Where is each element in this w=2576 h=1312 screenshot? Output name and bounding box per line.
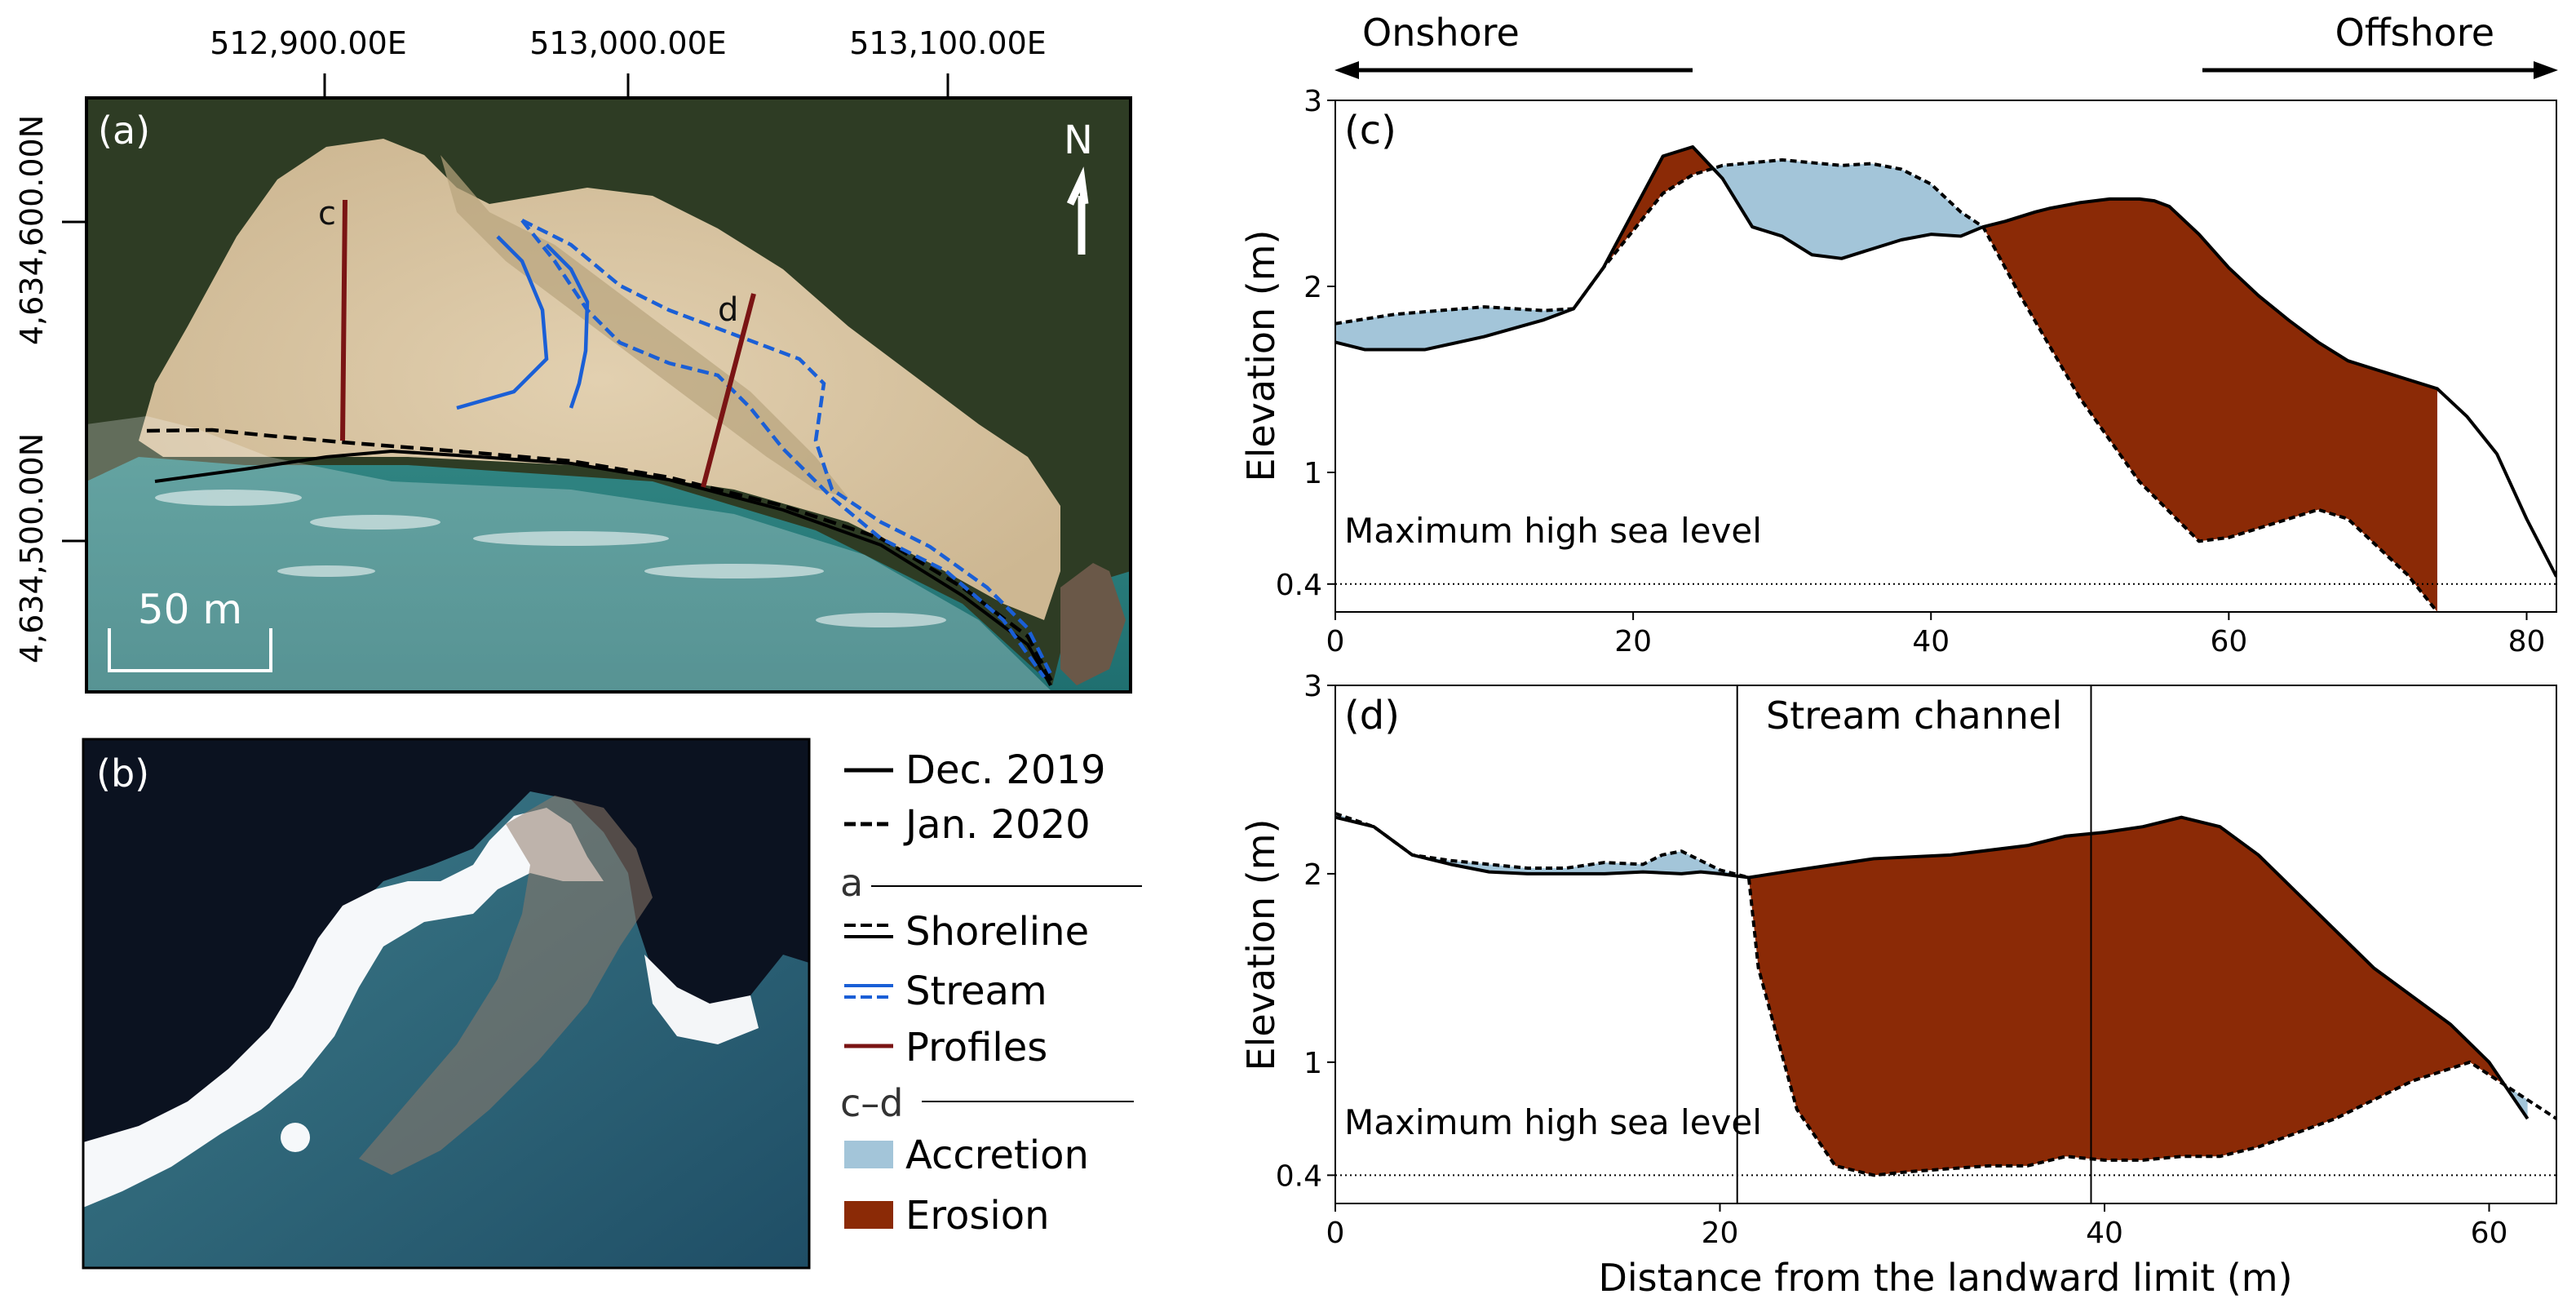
chart-d-lines	[1335, 812, 2556, 1177]
panel-label-d: (d)	[1344, 693, 1400, 738]
stream-channel-label: Stream channel	[1766, 694, 2062, 738]
legend-label-dec-2019: Dec. 2019	[905, 747, 1106, 793]
wave-foam	[155, 490, 946, 627]
offshore-arrow-icon	[2534, 61, 2558, 79]
scale-bar-label: 50 m	[138, 586, 242, 633]
y-tick-label: 1	[1303, 457, 1322, 490]
x-tick-label: 60	[2471, 1217, 2508, 1250]
aerial-image	[86, 98, 1131, 692]
chart-c-axes: 0 20 40 60 80 0.4 1 2 3	[1276, 85, 2546, 658]
x-tick-label: 20	[1702, 1217, 1739, 1250]
buildings	[1060, 563, 1126, 685]
beach-sand	[139, 139, 1060, 620]
y-tick-label: 3	[1303, 85, 1322, 118]
chart-c-fills	[1335, 147, 2437, 612]
panel-label-a: (a)	[98, 109, 150, 153]
stream-dec-2019-east	[545, 243, 590, 409]
legend-swatch-accretion	[844, 1141, 893, 1168]
reference-label-d: Maximum high sea level	[1344, 1102, 1762, 1142]
y-tick-label: 2	[1303, 858, 1322, 892]
legend-label-profiles: Profiles	[905, 1025, 1047, 1070]
y-axis-label-d: Elevation (m)	[1239, 819, 1283, 1071]
panel-label-c: (c)	[1344, 108, 1396, 153]
x-tick-label: 0	[1326, 625, 1345, 658]
y-tick-label: 2	[1303, 271, 1322, 304]
image-panel-b: (b)	[82, 738, 811, 1270]
reference-label-c: Maximum high sea level	[1344, 511, 1762, 551]
erosion-area	[1748, 817, 2505, 1176]
x-tick-label: 40	[1912, 625, 1950, 658]
sediment-plume	[359, 796, 653, 1175]
legend-label-stream: Stream	[905, 968, 1047, 1014]
onshore-label: Onshore	[1362, 11, 1520, 55]
y-tick-label: 0.4	[1276, 569, 1322, 602]
stream-bed	[440, 155, 848, 498]
x-axis-label: Distance from the landward limit (m)	[1598, 1256, 2292, 1300]
surf-foam	[83, 808, 604, 1208]
legend-swatch-erosion	[844, 1201, 893, 1229]
satellite-image	[83, 739, 809, 1268]
chart-d-annotation	[1736, 685, 2092, 1203]
north-label: N	[1064, 117, 1093, 163]
x-tick-label: 513,000.00E	[529, 25, 727, 61]
y-tick-label: 0.4	[1276, 1159, 1322, 1193]
profile-chart-c: 0 20 40 60 80 0.4 1 2 3 (c) Maximum high sea lev…	[1239, 85, 2557, 658]
chart-c-frame	[1334, 100, 2557, 613]
y-tick-label: 4,634,600.00N	[14, 115, 50, 345]
north-arrow-icon	[1066, 166, 1089, 255]
scale-bar	[108, 628, 272, 672]
foam-spot	[281, 1123, 310, 1152]
profile-chart-d: 0 20 40 60 0.4 1 2 3 (d) Stream channel Maximum…	[1239, 670, 2557, 1300]
y-tick-label: 1	[1303, 1047, 1322, 1080]
accretion-area	[1335, 307, 1574, 350]
x-tick-label: 80	[2508, 625, 2546, 658]
onshore-arrow-icon	[1334, 61, 1359, 79]
profile-line-jan-2020	[1335, 812, 2556, 1177]
profile-line-c	[340, 199, 347, 441]
stream-jan-2020-outer	[520, 218, 1055, 679]
accretion-area	[1713, 159, 1984, 259]
x-tick-label: 60	[2210, 625, 2247, 658]
panel-label-b: (b)	[96, 751, 149, 796]
profile-label-d: d	[718, 291, 738, 329]
y-axis-label-c: Elevation (m)	[1239, 230, 1283, 482]
legend-label-accretion: Accretion	[905, 1132, 1089, 1178]
chart-c-lines	[1335, 145, 2556, 612]
x-tick-label: 20	[1614, 625, 1652, 658]
legend-group-a: a	[840, 861, 863, 905]
erosion-area	[1983, 198, 2437, 612]
profile-line-d	[701, 293, 756, 488]
direction-arrows: Onshore Offshore	[1334, 11, 2558, 79]
x-tick-label: 512,900.00E	[210, 25, 407, 61]
y-tick-label: 4,634,500.00N	[14, 433, 50, 663]
shoreline-dec-2019	[154, 449, 1052, 686]
map-panel-a: c d (a) N 50 m 512,900.00E 513,000.00E 5…	[14, 25, 1132, 694]
surf-foam-east	[644, 955, 759, 1044]
y-tick-label: 3	[1303, 670, 1322, 703]
offshore-label: Offshore	[2335, 11, 2494, 55]
accretion-area	[1335, 813, 1374, 827]
surf-zone	[86, 416, 1052, 692]
legend-label-shoreline: Shoreline	[905, 909, 1089, 955]
x-tick-label: 0	[1326, 1217, 1345, 1250]
erosion-area	[1603, 147, 1714, 268]
legend: Dec. 2019 Jan. 2020 a Shoreline Stream P…	[840, 747, 1142, 1239]
legend-group-cd: c–d	[840, 1081, 904, 1125]
legend-label-jan-2020: Jan. 2020	[903, 802, 1091, 848]
profile-line-dec-2019	[1335, 815, 2530, 1120]
legend-label-erosion: Erosion	[905, 1193, 1050, 1239]
stream-dec-2019-west	[456, 235, 549, 410]
x-tick-label: 40	[2086, 1217, 2123, 1250]
profile-line-dec-2019	[1335, 145, 2556, 578]
x-tick-label: 513,100.00E	[849, 25, 1047, 61]
map-a-frame	[85, 96, 1132, 694]
profile-label-c: c	[318, 195, 336, 233]
image-b-frame	[82, 738, 811, 1270]
chart-d-frame	[1334, 685, 2557, 1204]
chart-d-axes: 0 20 40 60 0.4 1 2 3	[1276, 670, 2508, 1250]
